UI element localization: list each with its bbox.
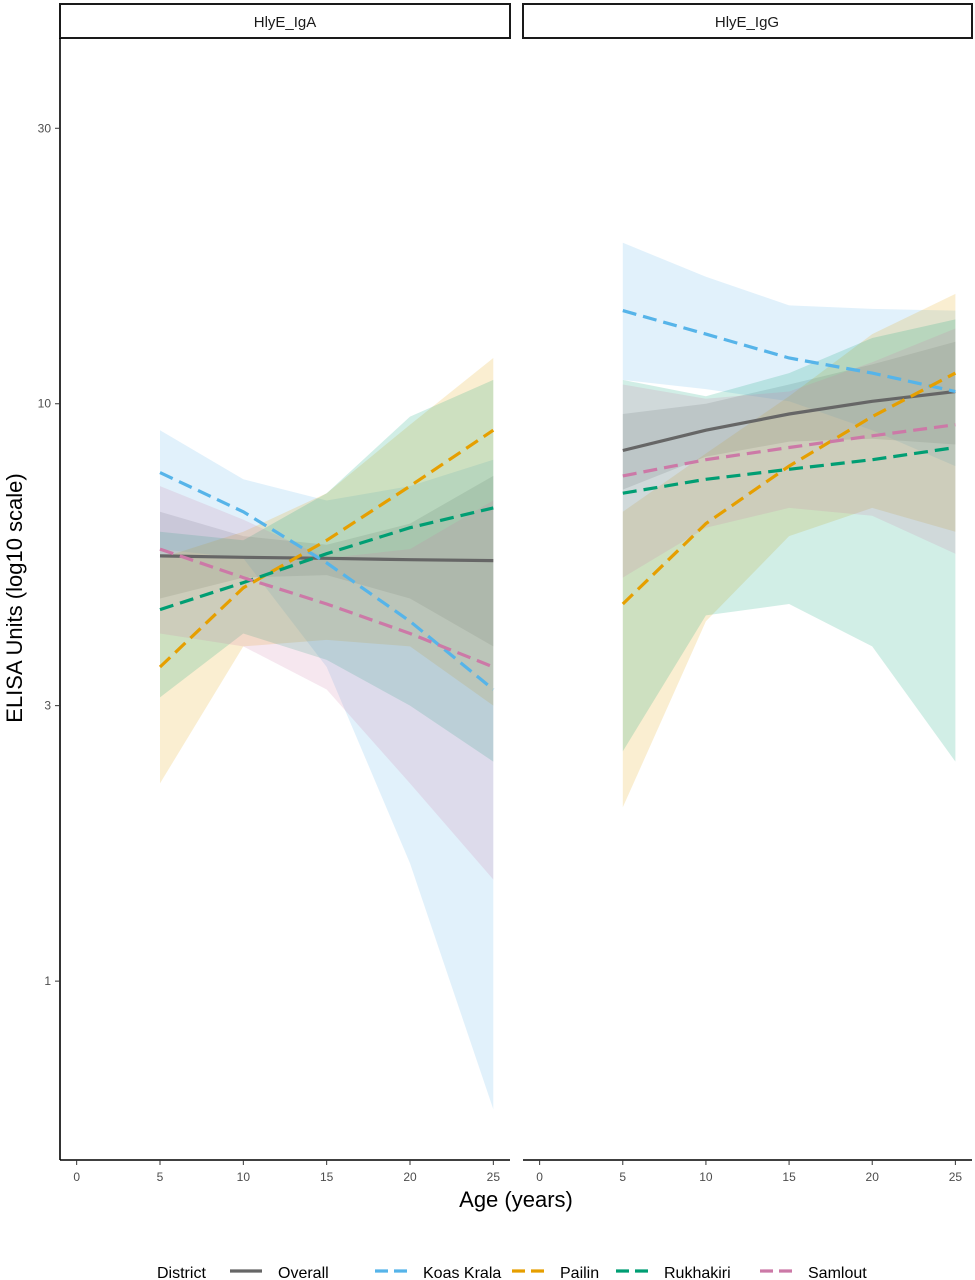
x-tick-label: 0 <box>536 1170 543 1184</box>
trend-line-samlout-hlye-iga <box>159 547 494 669</box>
trend-line-pailin-hlye-iga <box>158 428 495 669</box>
panel-right-lines <box>621 309 957 606</box>
legend-label-overall: Overall <box>278 1265 329 1280</box>
legend-label-koas-krala: Koas Krala <box>423 1265 501 1280</box>
y-axis-title: ELISA Units (log10 scale) <box>2 473 27 722</box>
y-tick-label: 10 <box>38 397 52 411</box>
y-tick-label: 30 <box>38 121 52 135</box>
x-tick-label: 25 <box>487 1170 501 1184</box>
legend-title: District <box>157 1265 206 1280</box>
x-axis-title: Age (years) <box>459 1187 573 1212</box>
ci-band-pailin-hlye-igg <box>622 293 956 808</box>
trend-line-koas-krala-hlye-igg <box>622 309 956 394</box>
x-tick-label: 0 <box>73 1170 80 1184</box>
x-tick-label: 5 <box>157 1170 164 1184</box>
facet-strip-left <box>59 3 511 39</box>
y-tick-label: 3 <box>44 699 51 713</box>
trend-line-pailin-hlye-igg <box>621 371 957 606</box>
legend-label-samlout: Samlout <box>808 1265 867 1280</box>
x-tick-label: 20 <box>866 1170 880 1184</box>
trend-line-rukhakiri-hlye-igg <box>622 445 956 495</box>
x-tick-label: 25 <box>949 1170 963 1184</box>
ci-band-samlout-hlye-iga <box>160 486 494 880</box>
x-tick-label: 15 <box>320 1170 334 1184</box>
trend-line-overall-hlye-iga <box>159 554 494 563</box>
x-tick-label: 15 <box>782 1170 796 1184</box>
ci-band-koas-krala-hlye-iga <box>160 430 494 1110</box>
panel-right-bands <box>622 242 956 808</box>
y-ticks: 1 3 10 30 <box>38 121 60 988</box>
x-tick-label: 20 <box>403 1170 417 1184</box>
x-tick-label: 10 <box>699 1170 713 1184</box>
ci-band-pailin-hlye-iga <box>160 358 494 784</box>
trend-line-samlout-hlye-igg <box>622 423 956 478</box>
panel-left <box>158 358 495 1110</box>
trend-line-overall-hlye-igg <box>622 389 956 453</box>
trend-line-koas-krala-hlye-iga <box>159 471 495 691</box>
x-tick-label: 10 <box>237 1170 251 1184</box>
legend-label-rukhakiri: Rukhakiri <box>664 1265 731 1280</box>
panel-left-bands <box>160 358 494 1110</box>
ci-band-overall-hlye-iga <box>160 475 494 647</box>
ci-band-rukhakiri-hlye-iga <box>160 379 494 762</box>
legend: District Overall Koas Krala Pailin Rukhakir… <box>157 1265 867 1280</box>
facet-label-left: HlyE_IgA <box>254 14 317 31</box>
facet-label-right: HlyE_IgG <box>715 14 779 31</box>
x-ticks: 0 5 10 15 20 25 0 5 10 15 20 25 <box>73 1160 962 1184</box>
ci-band-overall-hlye-igg <box>622 341 956 490</box>
y-tick-label: 1 <box>44 974 51 988</box>
ci-band-samlout-hlye-igg <box>622 328 956 578</box>
panel-right <box>621 242 957 808</box>
legend-label-pailin: Pailin <box>560 1265 599 1280</box>
trend-line-rukhakiri-hlye-iga <box>159 506 494 612</box>
ci-band-koas-krala-hlye-igg <box>622 242 956 467</box>
panel-left-lines <box>158 428 495 691</box>
facet-strip-right <box>522 3 973 39</box>
x-tick-label: 5 <box>619 1170 626 1184</box>
